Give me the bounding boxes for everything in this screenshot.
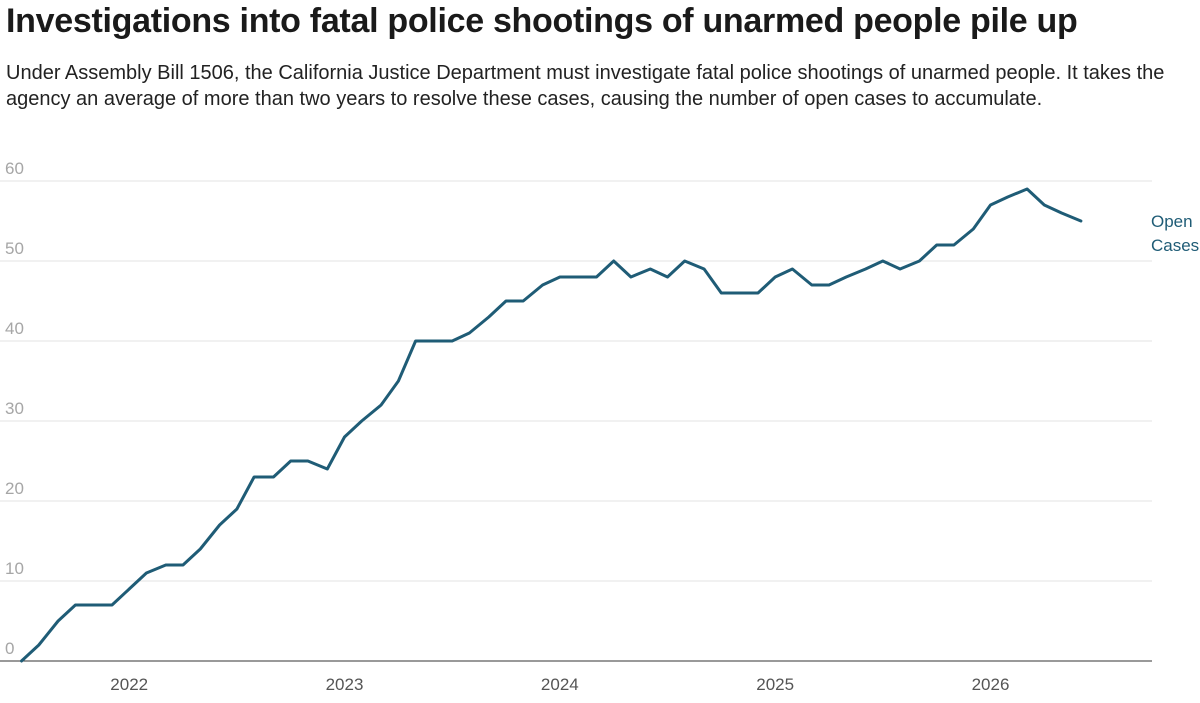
gridlines: [0, 180, 1152, 582]
y-tick-label: 20: [5, 479, 24, 498]
series-line-open-cases: [20, 187, 1083, 663]
chart-subtitle: Under Assembly Bill 1506, the California…: [6, 62, 1165, 110]
x-axis-ticks: 2022 2023 2024 2025 2026: [110, 675, 1009, 694]
chart-title: Investigations into fatal police shootin…: [6, 2, 1078, 40]
x-tick-label: 2025: [756, 675, 794, 694]
series-label-line: Cases: [1151, 236, 1199, 255]
y-tick-label: 50: [5, 239, 24, 258]
series-label-open-cases: Open Cases: [1151, 212, 1199, 255]
y-tick-label: 40: [5, 319, 24, 338]
y-axis-ticks: 0 10 20 30 40 50 60: [5, 159, 24, 658]
series-label-line: Open: [1151, 212, 1193, 231]
x-tick-label: 2023: [326, 675, 364, 694]
x-tick-label: 2024: [541, 675, 579, 694]
x-tick-label: 2026: [972, 675, 1010, 694]
y-tick-label: 10: [5, 559, 24, 578]
y-tick-label: 30: [5, 399, 24, 418]
y-tick-label: 0: [5, 639, 14, 658]
x-tick-label: 2022: [110, 675, 148, 694]
y-tick-label: 60: [5, 159, 24, 178]
